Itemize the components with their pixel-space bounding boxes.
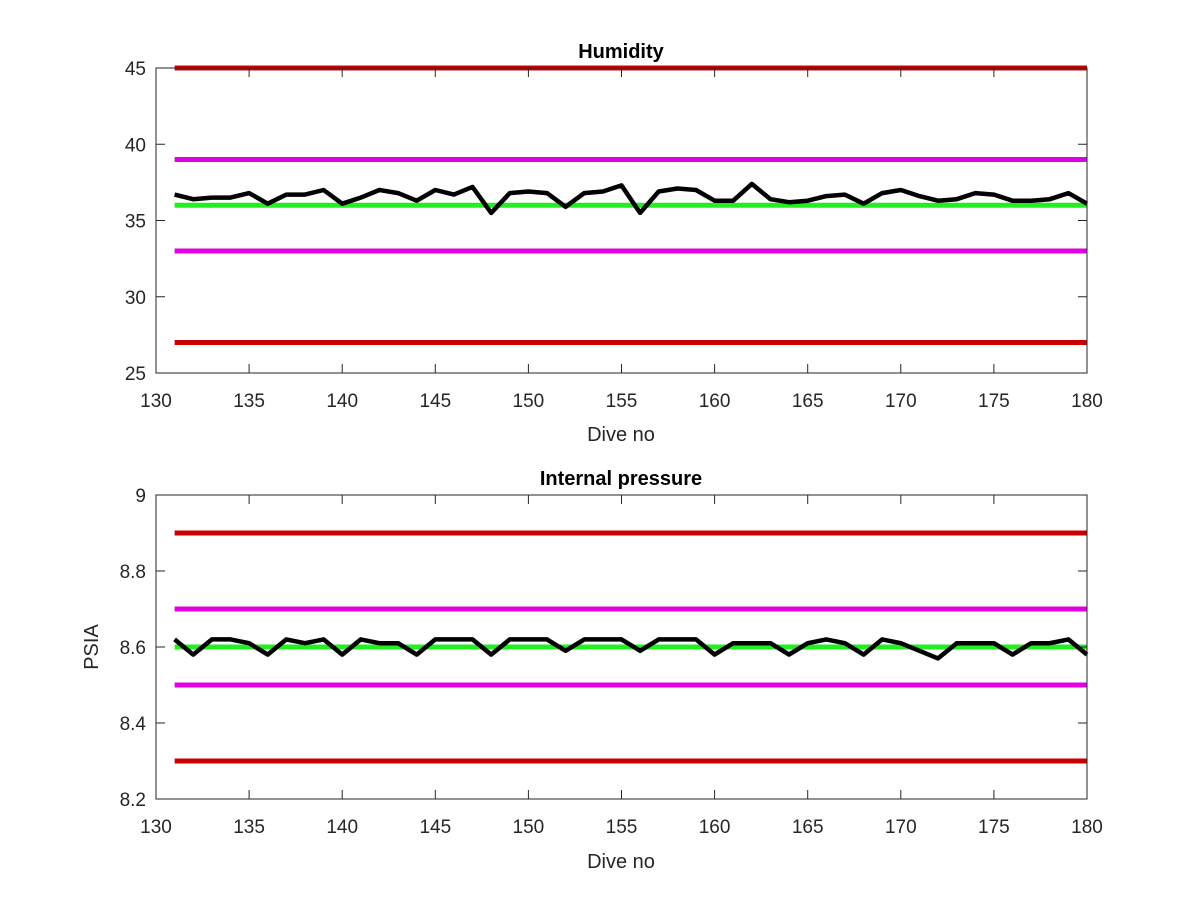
pressure-x-tick-label: 135: [233, 817, 265, 838]
pressure-y-ticks: 8.2 8.4 8.6 8.8 9: [120, 486, 1087, 811]
humidity-x-tick-label: 140: [326, 391, 358, 412]
pressure-x-tick-label: 165: [792, 817, 824, 838]
pressure-x-tick-label: 150: [513, 817, 545, 838]
humidity-y-tick-label: 30: [125, 288, 146, 309]
humidity-y-tick-label: 45: [125, 59, 146, 80]
humidity-title: Humidity: [578, 41, 664, 63]
pressure-x-tick-label: 180: [1071, 817, 1103, 838]
humidity-series-line: [174, 181, 1089, 216]
pressure-y-tick-label: 8.4: [120, 714, 147, 735]
humidity-x-tick-label: 150: [513, 391, 545, 412]
pressure-y-tick-label: 9: [135, 486, 146, 507]
pressure-y-tick-label: 8.2: [120, 790, 146, 811]
humidity-y-tick-label: 40: [125, 135, 146, 156]
humidity-x-tick-label: 145: [419, 391, 451, 412]
pressure-series: [173, 637, 1089, 661]
pressure-reference-lines: [174, 530, 1087, 764]
pressure-y-tick-label: 8.8: [120, 562, 146, 583]
humidity-x-ticks: 130 135 140 145 150 155 160 165 170 175 180: [140, 68, 1103, 412]
humidity-x-tick-label: 170: [885, 391, 917, 412]
pressure-series-line: [173, 637, 1089, 661]
humidity-y-tick-label: 35: [125, 212, 146, 233]
pressure-x-tick-label: 145: [419, 817, 451, 838]
humidity-x-tick-label: 160: [699, 391, 731, 412]
humidity-x-axis-label: Dive no: [587, 424, 655, 446]
pressure-title: Internal pressure: [540, 468, 702, 490]
humidity-y-ticks: 25 30 35 40 45: [125, 59, 1087, 385]
humidity-x-tick-label: 180: [1071, 391, 1103, 412]
humidity-y-tick-label: 25: [125, 364, 146, 385]
humidity-x-tick-label: 135: [233, 391, 265, 412]
humidity-x-tick-label: 165: [792, 391, 824, 412]
pressure-x-tick-label: 140: [326, 817, 358, 838]
humidity-x-tick-label: 130: [140, 391, 172, 412]
pressure-x-tick-label: 170: [885, 817, 917, 838]
humidity-subplot: Humidity 130 135 140 145 150 155 160 165 170 175 1…: [125, 41, 1103, 446]
pressure-x-tick-label: 175: [978, 817, 1010, 838]
pressure-x-tick-label: 130: [140, 817, 172, 838]
pressure-y-axis-label: PSIA: [81, 624, 103, 670]
pressure-x-tick-label: 155: [606, 817, 638, 838]
pressure-x-axis-label: Dive no: [587, 851, 655, 873]
pressure-y-tick-label: 8.6: [120, 638, 146, 659]
humidity-x-tick-label: 155: [606, 391, 638, 412]
pressure-subplot: Internal pressure 130 135 140 145 150 155 160 1…: [81, 468, 1103, 873]
pressure-x-tick-label: 160: [699, 817, 731, 838]
humidity-series: [174, 181, 1089, 216]
humidity-x-tick-label: 175: [978, 391, 1010, 412]
pressure-x-ticks: 130 135 140 145 150 155 160 165 170 175 180: [140, 495, 1103, 838]
